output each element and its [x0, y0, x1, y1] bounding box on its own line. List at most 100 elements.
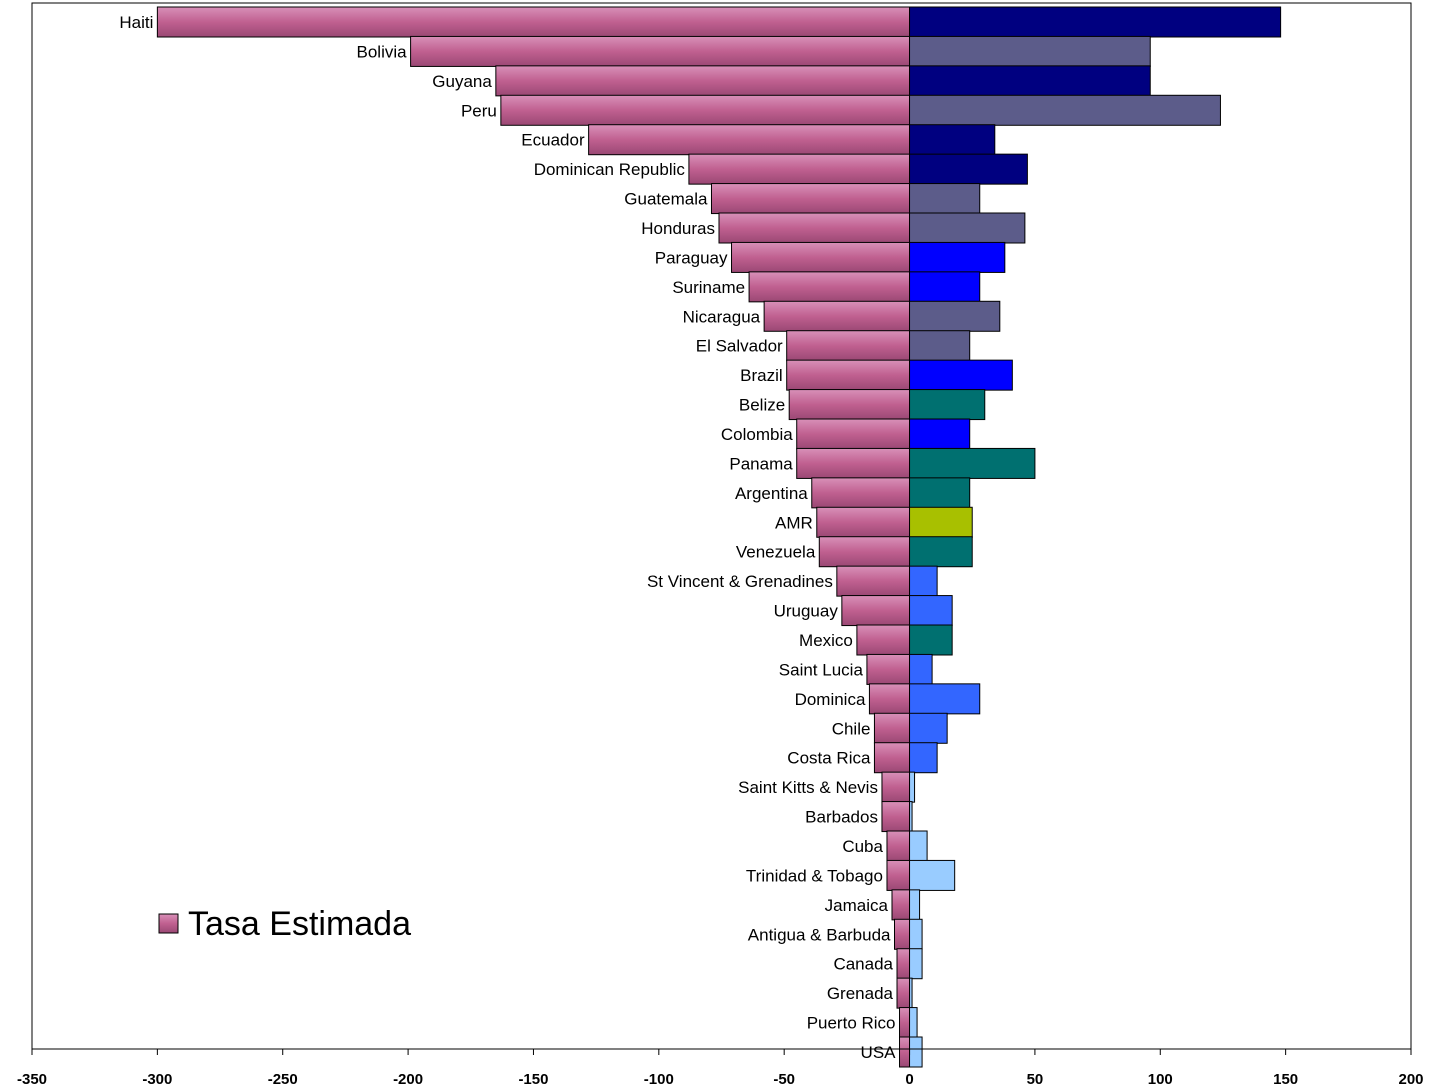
category-label: Saint Lucia	[779, 660, 864, 679]
bar-positive	[909, 35, 1151, 67]
bar-positive	[909, 183, 981, 215]
x-tick-label: -250	[268, 1071, 298, 1088]
x-tick-label: 150	[1273, 1071, 1298, 1088]
category-label: Costa Rica	[787, 749, 871, 768]
bar-positive	[909, 65, 1151, 97]
bar-negative	[868, 683, 911, 715]
bar-negative	[856, 624, 911, 656]
bar-positive	[909, 447, 1036, 479]
bar-negative	[886, 830, 911, 862]
category-label: Antigua & Barbuda	[748, 925, 891, 944]
category-label: Belize	[739, 396, 785, 415]
bar-negative	[786, 330, 911, 362]
bar-negative	[891, 889, 911, 921]
category-label: Suriname	[672, 278, 745, 297]
bar-positive	[909, 241, 1006, 273]
bar-negative	[156, 6, 911, 38]
category-label: Puerto Rico	[807, 1014, 896, 1033]
bar-positive	[909, 94, 1221, 126]
bar-negative	[748, 271, 911, 303]
bar-positive	[909, 683, 981, 715]
category-label: Peru	[461, 101, 497, 120]
bar-negative	[731, 241, 911, 273]
x-tick-label: -100	[644, 1071, 674, 1088]
x-tick-label: 50	[1027, 1071, 1044, 1088]
category-label: Brazil	[740, 366, 783, 385]
x-tick-label: 200	[1398, 1071, 1423, 1088]
bar-negative	[836, 565, 911, 597]
bar-positive	[909, 712, 948, 744]
bar-positive	[909, 918, 923, 950]
bar-negative	[896, 977, 911, 1009]
bar-negative	[873, 712, 911, 744]
bar-positive	[909, 271, 981, 303]
bar-negative	[811, 477, 911, 509]
legend: Tasa Estimada	[158, 905, 411, 943]
bar-positive	[909, 595, 953, 627]
bar-positive	[909, 330, 971, 362]
bar-negative	[410, 35, 911, 67]
bar-positive	[909, 889, 921, 921]
category-label: Mexico	[799, 631, 853, 650]
bar-negative	[796, 447, 911, 479]
category-label: Paraguay	[655, 248, 728, 267]
bar-positive	[909, 859, 956, 891]
category-label: Dominica	[795, 690, 866, 709]
category-label: Nicaragua	[683, 307, 761, 326]
bar-positive	[909, 477, 971, 509]
bar-positive	[909, 948, 923, 980]
category-label: Barbados	[805, 808, 878, 827]
bar-negative	[896, 948, 911, 980]
bar-positive	[909, 1036, 923, 1068]
bar-positive	[909, 830, 928, 862]
category-label: Jamaica	[825, 896, 889, 915]
x-axis-ticks: -350 -300 -250 -200 -150 -100 -50 0 50 100 150 200	[17, 1049, 1424, 1088]
category-label: Cuba	[842, 837, 883, 856]
category-label: Chile	[832, 719, 871, 738]
bar-negative	[688, 153, 911, 185]
category-label: Grenada	[827, 984, 894, 1003]
bar-negative	[495, 65, 911, 97]
bar-negative	[881, 801, 911, 833]
bar-positive	[909, 124, 996, 156]
category-label: Venezuela	[736, 543, 816, 562]
category-label: USA	[861, 1043, 897, 1062]
category-label: Dominican Republic	[534, 160, 686, 179]
bar-negative	[588, 124, 911, 156]
bar-negative	[796, 418, 911, 450]
bar-negative	[841, 595, 911, 627]
bar-positive	[909, 1007, 918, 1039]
bar-negative	[866, 653, 911, 685]
category-label: Haiti	[119, 13, 153, 32]
bar-negative	[886, 859, 911, 891]
bar-negative	[818, 536, 911, 568]
bar-negative	[816, 506, 911, 538]
bar-positive	[909, 624, 953, 656]
x-tick-label: -300	[142, 1071, 172, 1088]
bar-negative	[710, 183, 911, 215]
category-label: Honduras	[641, 219, 715, 238]
bar-positive	[909, 565, 938, 597]
bar-negative	[786, 359, 911, 391]
category-label: Guatemala	[624, 190, 708, 209]
bar-positive	[909, 300, 1001, 332]
x-tick-label: -50	[773, 1071, 795, 1088]
bar-positive	[909, 742, 938, 774]
bar-positive	[909, 771, 916, 803]
category-label: Panama	[729, 454, 793, 473]
bar-positive	[909, 359, 1013, 391]
category-label: Bolivia	[357, 42, 408, 61]
positive-series	[909, 6, 1282, 1068]
bar-negative	[873, 742, 911, 774]
category-label: Argentina	[735, 484, 808, 503]
category-label: Ecuador	[521, 131, 585, 150]
bar-negative	[894, 918, 911, 950]
x-tick-label: 0	[905, 1071, 913, 1088]
legend-label: Tasa Estimada	[188, 905, 411, 943]
bar-positive	[909, 536, 973, 568]
bar-positive	[909, 153, 1028, 185]
category-label: Uruguay	[774, 602, 839, 621]
category-label: Trinidad & Tobago	[746, 866, 883, 885]
x-tick-label: 100	[1148, 1071, 1173, 1088]
